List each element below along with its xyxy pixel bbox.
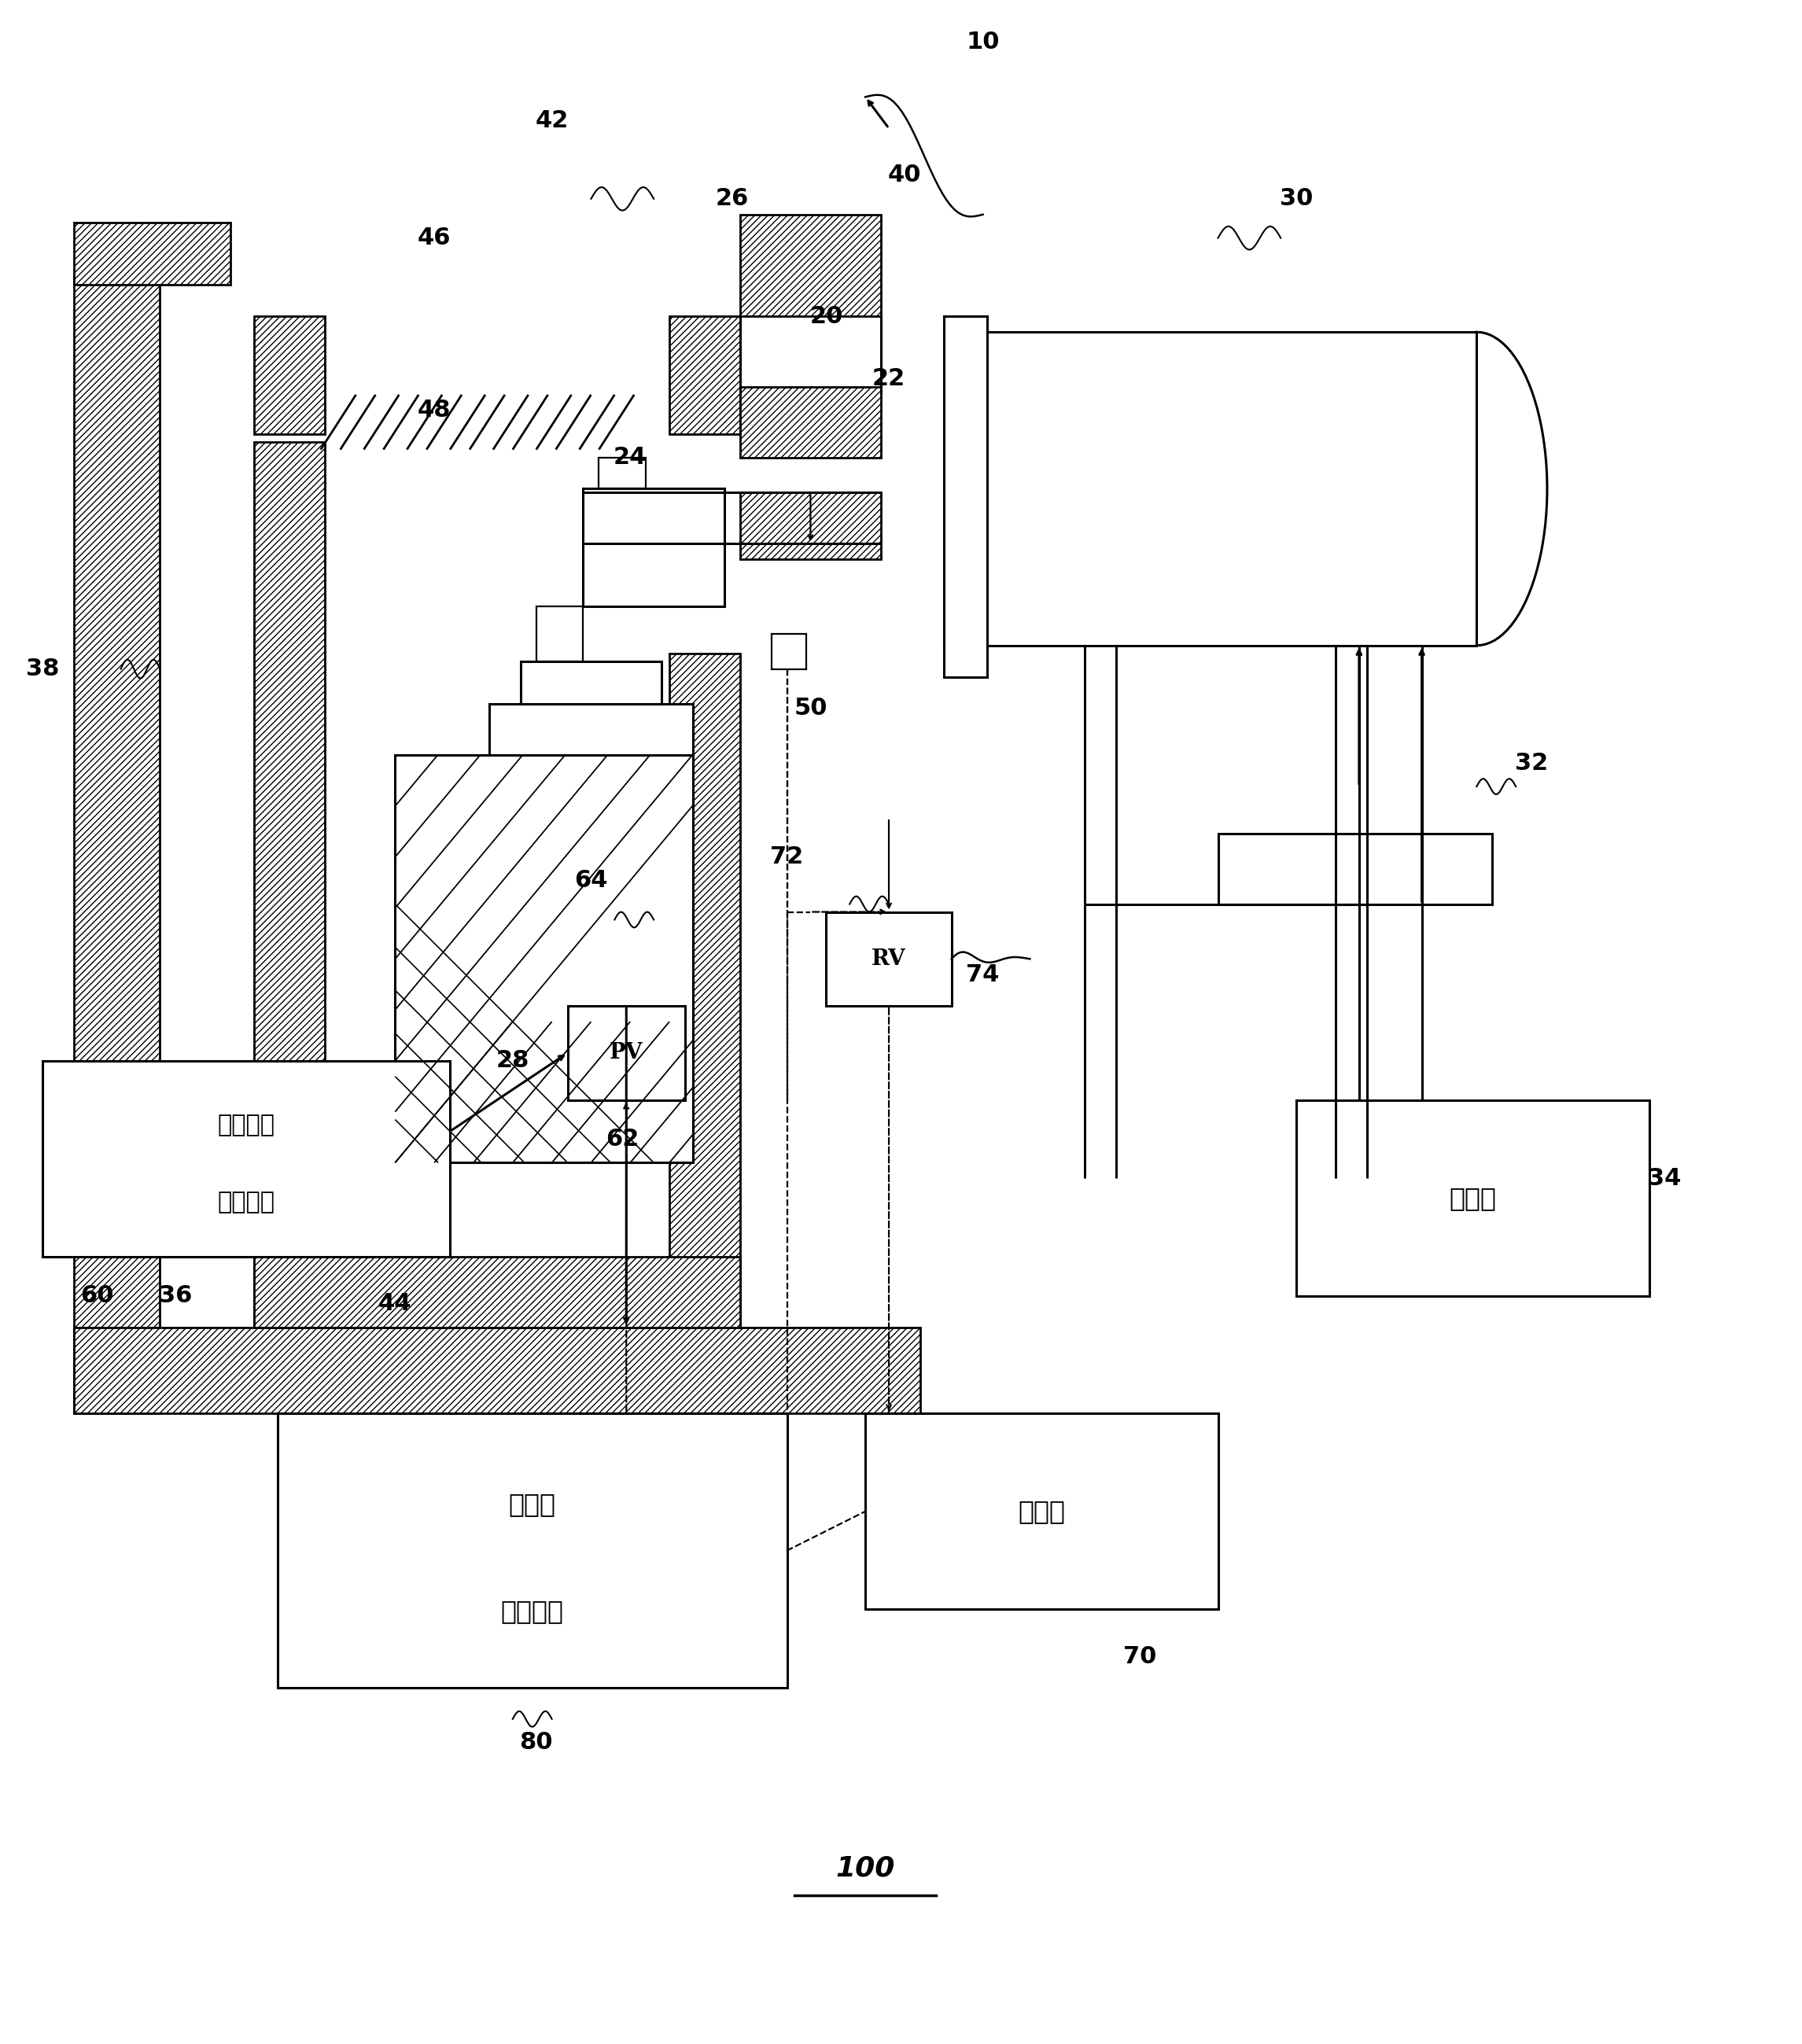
Bar — [254, 442, 324, 1327]
Bar — [568, 1006, 685, 1100]
Bar — [395, 754, 694, 1163]
Bar — [74, 1327, 921, 1412]
Bar — [43, 1061, 450, 1257]
Text: 70: 70 — [1123, 1645, 1157, 1668]
Text: 24: 24 — [613, 446, 647, 468]
Bar — [865, 1412, 1218, 1609]
Bar — [741, 493, 881, 560]
Bar — [741, 215, 881, 317]
Bar — [669, 654, 741, 1327]
Text: 64: 64 — [575, 869, 607, 891]
Bar — [74, 223, 231, 284]
Text: 62: 62 — [605, 1128, 640, 1151]
Text: 34: 34 — [1649, 1167, 1681, 1190]
Text: 32: 32 — [1515, 752, 1548, 775]
Text: 42: 42 — [535, 108, 568, 133]
Polygon shape — [1476, 331, 1548, 646]
Bar — [254, 317, 324, 433]
Bar — [254, 1257, 741, 1327]
Text: 44: 44 — [378, 1292, 413, 1314]
Text: PV: PV — [609, 1042, 643, 1063]
Bar — [521, 660, 661, 705]
Text: 38: 38 — [25, 658, 59, 681]
Bar — [669, 317, 741, 433]
Text: 控制装置: 控制装置 — [501, 1598, 564, 1623]
Bar — [825, 912, 951, 1006]
Polygon shape — [254, 1249, 294, 1327]
Text: 80: 80 — [519, 1731, 553, 1754]
Bar — [1218, 834, 1492, 903]
Text: 36: 36 — [159, 1284, 193, 1308]
Text: 74: 74 — [966, 963, 1000, 985]
Bar — [598, 458, 645, 489]
Text: 22: 22 — [872, 368, 905, 390]
Polygon shape — [294, 1257, 669, 1327]
Bar — [74, 278, 160, 1412]
Bar — [741, 386, 881, 458]
Bar — [771, 634, 807, 668]
Text: 低温泵: 低温泵 — [508, 1490, 555, 1517]
Text: 100: 100 — [836, 1854, 896, 1880]
Bar — [584, 489, 724, 607]
Text: 净化气体: 净化气体 — [218, 1114, 276, 1136]
Text: 72: 72 — [771, 846, 804, 869]
Bar — [537, 607, 584, 660]
Text: 46: 46 — [418, 227, 450, 249]
Text: 26: 26 — [715, 188, 750, 211]
Text: RV: RV — [872, 948, 906, 969]
Bar — [488, 705, 694, 754]
Bar — [1296, 1100, 1649, 1296]
Text: 粗抽泵: 粗抽泵 — [1018, 1498, 1065, 1525]
Text: 28: 28 — [496, 1049, 530, 1073]
Text: 48: 48 — [418, 399, 450, 421]
Bar — [944, 331, 1476, 646]
Text: 50: 50 — [793, 697, 827, 719]
Text: 60: 60 — [81, 1284, 114, 1308]
Text: 20: 20 — [809, 305, 843, 327]
Text: 10: 10 — [966, 31, 1000, 53]
Text: 40: 40 — [888, 164, 921, 186]
Text: 30: 30 — [1279, 188, 1314, 211]
Text: 压缩机: 压缩机 — [1449, 1186, 1496, 1210]
Bar — [278, 1412, 787, 1688]
Text: 供给装置: 供给装置 — [218, 1190, 276, 1214]
Bar — [944, 317, 987, 677]
